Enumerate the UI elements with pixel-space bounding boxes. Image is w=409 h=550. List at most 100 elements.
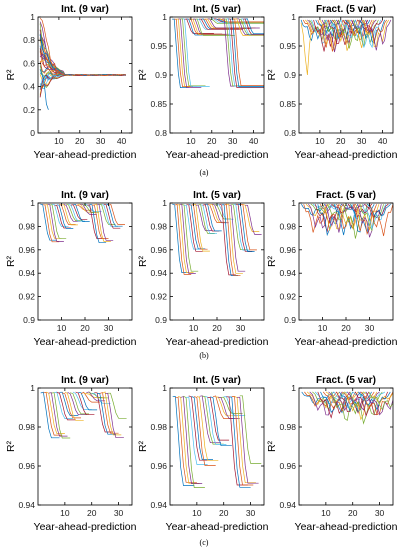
y-tick-label: 0.9 [155,315,167,325]
y-tick-label: 0.8 [23,35,35,45]
series-line [40,391,60,439]
y-tick-label: 0.9 [23,315,35,325]
y-tick-label: 0.96 [18,245,35,255]
x-tick-label: 30 [114,508,124,518]
x-tick-label: 20 [75,136,85,146]
series-line [184,204,201,250]
series-line [89,204,107,244]
series-line [352,391,386,402]
series-line [64,391,84,421]
x-tick-label: 20 [341,323,351,333]
x-tick-label: 20 [348,508,358,518]
series-line [245,204,262,235]
series-line [369,204,393,237]
x-axis-label: Year-ahead-prediction [295,336,398,348]
x-axis-label: Year-ahead-prediction [34,336,137,348]
y-tick-label: 0.9 [155,70,167,80]
series-line [245,18,264,35]
series-line [365,19,392,51]
series-line [67,391,87,416]
series-group [40,391,127,439]
y-tick-label: 0.94 [18,268,35,278]
chart-title: Int. (5 var) [193,375,241,386]
y-tick-label: 1 [162,12,167,22]
series-line [108,204,125,225]
series-line [181,204,199,272]
series-line [350,204,375,233]
series-line [210,396,232,447]
series-line [193,203,210,252]
series-line [183,395,205,488]
series-line [99,204,116,225]
series-line [228,18,264,88]
series-line [186,18,218,36]
series-line [205,203,222,232]
series-group [301,391,393,425]
series-line [191,204,208,250]
y-axis-label: R² [5,69,17,81]
x-tick-label: 30 [375,508,385,518]
series-line [350,19,377,38]
x-tick-label: 10 [318,323,328,333]
y-tick-label: 0.95 [279,41,296,51]
series-line [359,204,384,232]
x-tick-label: 30 [357,136,367,146]
series-line [52,204,69,228]
x-tick-label: 40 [249,136,259,146]
y-tick-label: 0.95 [150,41,167,51]
y-axis-label: R² [266,69,278,81]
y-tick-label: 1 [291,198,296,208]
series-line [61,204,78,226]
y-tick-label: 0.96 [150,461,167,471]
series-line [361,19,387,44]
panel-label-c: (c) [200,538,209,547]
series-line [209,204,227,223]
series-line [200,204,217,235]
x-tick-label: 10 [315,136,325,146]
series-line [59,391,79,416]
chart-title: Int. (9 var) [61,4,109,15]
y-tick-label: 1 [291,12,296,22]
series-line [188,395,211,461]
y-tick-label: 0.92 [18,292,35,302]
series-line [39,29,126,76]
series-group [301,203,393,239]
x-tick-label: 10 [54,136,64,146]
series-line [239,395,262,464]
series-line [39,74,126,98]
series-line [188,204,206,250]
series-line [102,391,122,436]
series-line [80,391,100,403]
series-line [226,18,264,87]
chart-panel: 10 20 30 40 0 0.2 0.4 0.6 0.8 1 Int. (9 var) Year-a… [5,4,137,161]
series-line [338,204,363,231]
series-line [70,204,88,220]
series-line [192,18,231,35]
y-tick-label: 1 [30,383,35,393]
series-line [207,396,230,441]
y-axis-label: R² [266,440,278,452]
series-line [180,396,203,484]
series-line [215,396,238,417]
x-tick-label: 30 [228,136,238,146]
series-line [40,203,57,241]
x-tick-label: 10 [192,508,202,518]
x-tick-label: 10 [186,136,196,146]
series-group [40,203,125,244]
series-line [96,204,114,241]
y-tick-label: 0.94 [150,268,167,278]
series-line [243,18,264,35]
series-line [39,51,126,76]
series-line [39,74,126,89]
series-group [172,395,262,488]
series-line [226,396,248,486]
series-line [234,396,256,484]
y-axis-label: R² [5,255,17,267]
x-tick-label: 30 [236,323,246,333]
series-line [172,203,189,273]
y-tick-label: 0.98 [279,221,296,231]
axes-box [169,202,265,321]
x-axis-label: Year-ahead-prediction [34,521,137,533]
y-tick-label: 1 [30,12,35,22]
y-tick-label: 0.98 [279,422,296,432]
